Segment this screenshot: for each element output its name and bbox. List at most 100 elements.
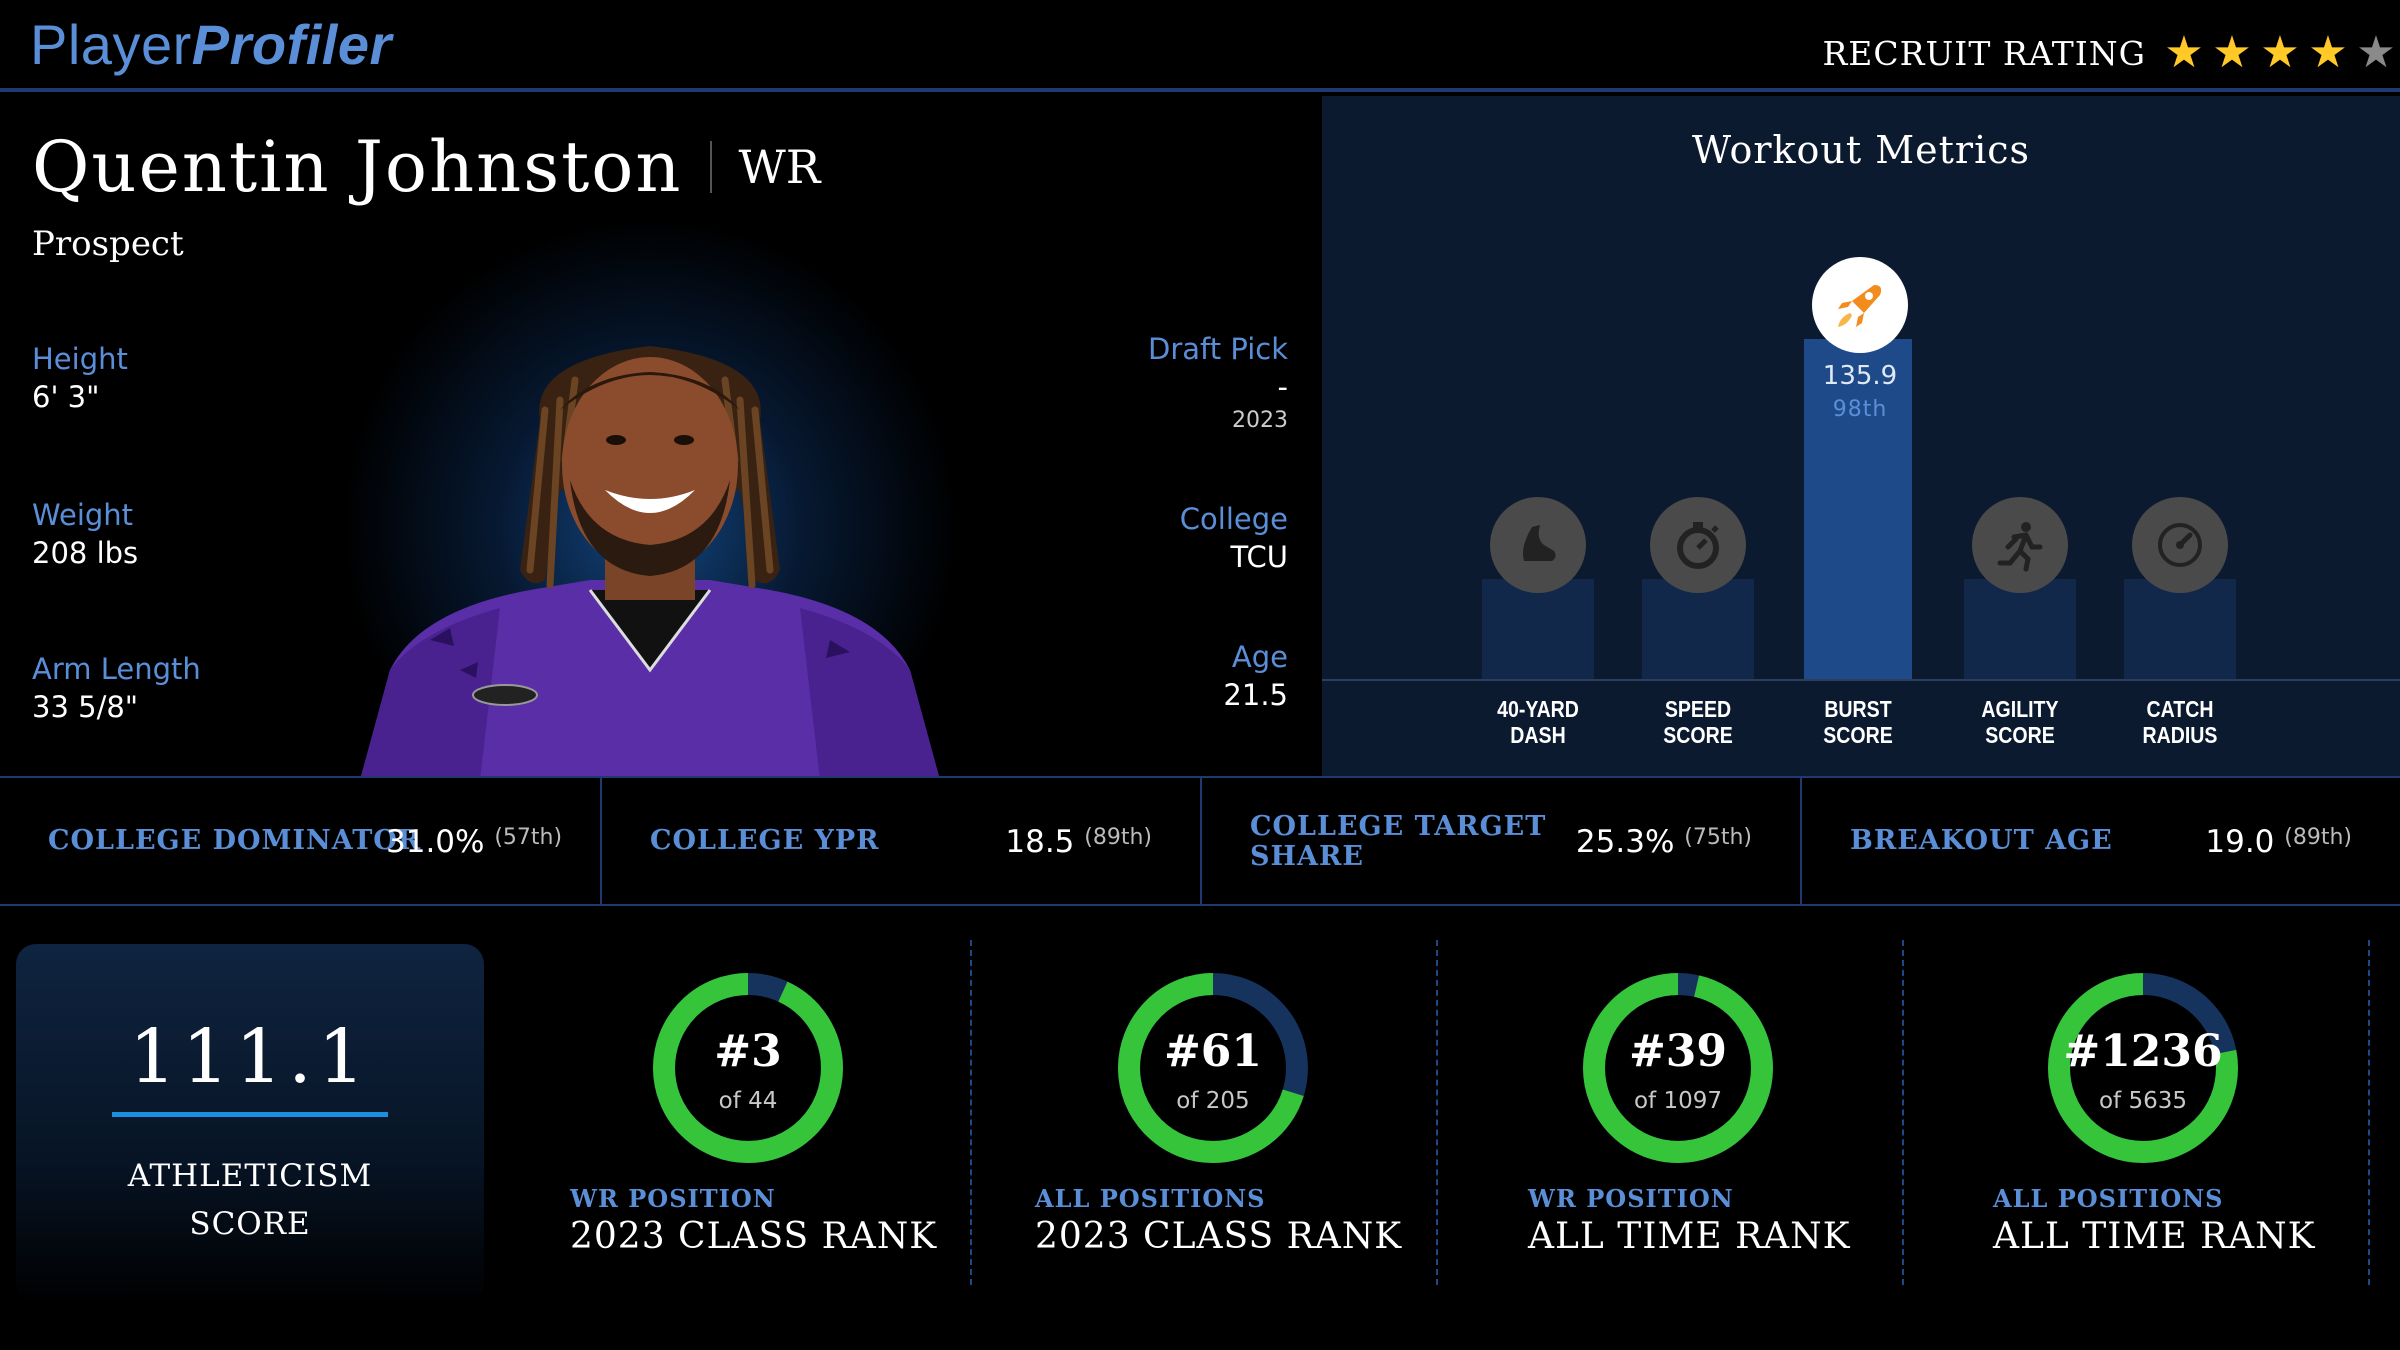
- stat-label: COLLEGE TARGET SHARE: [1250, 811, 1547, 872]
- draft-year: 2023: [1232, 408, 1288, 433]
- metric-label-burst-score: BURST SCORE: [1823, 696, 1893, 748]
- star-empty-icon: ★: [2356, 27, 2396, 78]
- metric-label-agility-score: AGILITY SCORE: [1981, 696, 2059, 748]
- player-name-row: Quentin Johnston WR: [32, 126, 820, 208]
- rank-wr-class: #3 of 44 WR POSITION 2023 CLASS RANK: [570, 940, 1036, 1290]
- rank-total: of 205: [1176, 1088, 1250, 1114]
- player-position: WR: [738, 140, 821, 194]
- weight-value: 208 lbs: [32, 536, 139, 570]
- rank-title: ALL TIME RANK: [1528, 1216, 1851, 1257]
- bar-burst-score: [1804, 339, 1912, 679]
- draft-pick-value: -: [1277, 370, 1288, 404]
- workout-metrics-panel: Workout Metrics 40-YARD DASH SPEED SCORE…: [1322, 96, 2400, 776]
- bar-agility-score: [1964, 579, 2076, 679]
- player-name: Quentin Johnston: [32, 126, 683, 208]
- stat-percentile: (75th): [1684, 825, 1752, 850]
- rank-divider: [970, 940, 972, 1285]
- stat-college-ypr: COLLEGE YPR 18.5 (89th): [600, 778, 1200, 904]
- rank-total: of 44: [718, 1088, 778, 1114]
- arm-length-label: Arm Length: [32, 652, 201, 686]
- height-label: Height: [32, 342, 128, 376]
- logo-text-player: Player: [30, 13, 192, 76]
- age-value: 21.5: [1223, 678, 1288, 712]
- recruit-rating-label: RECRUIT RATING: [1822, 33, 2146, 73]
- rank-subtitle: ALL POSITIONS: [1035, 1184, 1266, 1213]
- rank-number: #1236: [2063, 1026, 2223, 1077]
- rank-number: #3: [714, 1026, 782, 1077]
- rank-total: of 5635: [2098, 1088, 2187, 1114]
- rank-subtitle: ALL POSITIONS: [1993, 1184, 2224, 1213]
- stat-percentile: (57th): [494, 825, 563, 850]
- stat-label: COLLEGE DOMINATOR: [48, 825, 422, 856]
- stat-breakout-age: BREAKOUT AGE 19.0 (89th): [1800, 778, 2400, 904]
- weight-attr: Weight 208 lbs: [32, 496, 138, 572]
- workout-metrics-title: Workout Metrics: [1691, 128, 2031, 172]
- star-filled-icon: ★: [2308, 27, 2348, 78]
- site-header: PlayerProfiler RECRUIT RATING ★ ★ ★ ★ ★: [0, 0, 2400, 92]
- target-icon[interactable]: [2132, 497, 2228, 593]
- rank-subtitle: WR POSITION: [1528, 1184, 1734, 1213]
- rank-ring: [653, 973, 843, 1163]
- stopwatch-icon[interactable]: [1650, 497, 1746, 593]
- runner-icon[interactable]: [1972, 497, 2068, 593]
- stat-value: 25.3% (75th): [1575, 824, 1752, 860]
- metric-label-catch-radius: CATCH RADIUS: [2142, 696, 2218, 748]
- height-value: 6' 3": [32, 380, 100, 414]
- name-divider: [710, 141, 713, 193]
- athleticism-score-value: 111.1: [129, 1014, 371, 1100]
- stat-value: 31.0% (57th): [386, 824, 563, 860]
- college-value: TCU: [1230, 540, 1289, 574]
- rank-title: 2023 CLASS RANK: [1035, 1216, 1403, 1257]
- college-attr: College TCU: [1180, 500, 1288, 576]
- arm-length-attr: Arm Length 33 5/8": [32, 650, 201, 726]
- athleticism-score-card: 111.1 ATHLETICISM SCORE: [16, 944, 484, 1304]
- bar-40-yard-dash: [1482, 579, 1594, 679]
- bar-speed-score: [1642, 579, 1754, 679]
- weight-label: Weight: [32, 498, 134, 532]
- rank-ring: [2048, 973, 2238, 1163]
- rank-total: of 1097: [1633, 1088, 1722, 1114]
- stat-college-dominator: COLLEGE DOMINATOR 31.0% (57th): [0, 778, 600, 904]
- stat-value: 19.0 (89th): [2205, 824, 2352, 860]
- rank-subtitle: WR POSITION: [570, 1184, 776, 1213]
- athleticism-underline: [112, 1112, 388, 1117]
- athleticism-score-label: ATHLETICISM SCORE: [127, 1158, 373, 1242]
- rank-wr-all-time: #39 of 1097 WR POSITION ALL TIME RANK: [1500, 940, 1966, 1290]
- stat-label: BREAKOUT AGE: [1850, 825, 2113, 856]
- rocket-icon[interactable]: [1812, 257, 1908, 353]
- college-label: College: [1179, 502, 1288, 536]
- metric-label-40-yard-dash: 40-YARD DASH: [1497, 696, 1579, 748]
- rank-ring: [1118, 973, 1308, 1163]
- rank-number: #39: [1628, 1026, 1728, 1077]
- metric-label-speed-score: SPEED SCORE: [1663, 696, 1733, 748]
- rank-divider: [2368, 940, 2370, 1285]
- logo-text-profiler: Profiler: [191, 13, 392, 76]
- college-stats-strip: COLLEGE DOMINATOR 31.0% (57th) COLLEGE Y…: [0, 776, 2400, 906]
- age-label: Age: [1231, 640, 1288, 674]
- star-filled-icon: ★: [2164, 27, 2204, 78]
- rank-title: 2023 CLASS RANK: [570, 1216, 938, 1257]
- site-logo[interactable]: PlayerProfiler: [30, 10, 392, 81]
- stat-label: COLLEGE YPR: [650, 825, 880, 856]
- star-rating: ★ ★ ★ ★ ★: [2160, 28, 2400, 78]
- stat-value: 18.5 (89th): [1005, 824, 1152, 860]
- height-attr: Height 6' 3": [32, 340, 128, 416]
- player-photo: [361, 346, 939, 776]
- rank-title: ALL TIME RANK: [1993, 1216, 2316, 1257]
- draft-pick-label: Draft Pick: [1148, 332, 1288, 366]
- workout-baseline: [1322, 679, 2400, 681]
- player-profile-panel: Quentin Johnston WR Prospect Height 6' 3…: [0, 96, 1320, 776]
- star-filled-icon: ★: [2260, 27, 2300, 78]
- draft-pick-attr: Draft Pick - 2023: [1148, 330, 1288, 436]
- rank-divider: [1902, 940, 1904, 1285]
- bar-catch-radius: [2124, 579, 2236, 679]
- recruit-rating: RECRUIT RATING ★ ★ ★ ★ ★: [1822, 28, 2400, 78]
- player-status: Prospect: [32, 224, 184, 264]
- age-attr: Age 21.5: [1223, 638, 1288, 714]
- star-filled-icon: ★: [2212, 27, 2252, 78]
- rank-all-class: #61 of 205 ALL POSITIONS 2023 CLASS RANK: [1035, 940, 1501, 1290]
- stat-percentile: (89th): [2284, 825, 2352, 850]
- burst-score-value: 135.9: [1822, 361, 1898, 391]
- rank-ring: [1583, 973, 1773, 1163]
- shoe-icon[interactable]: [1490, 497, 1586, 593]
